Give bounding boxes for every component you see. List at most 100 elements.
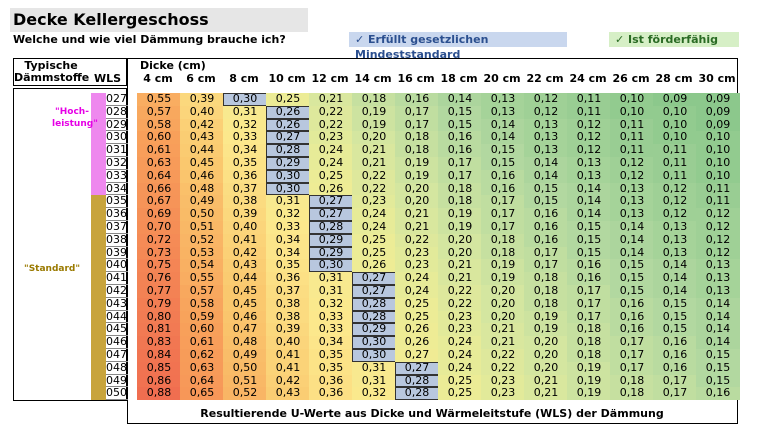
u-value-cell: 0,35 [266,259,310,273]
u-value-cell: 0,61 [180,335,224,349]
u-value-cell: 0,27 [395,348,439,362]
u-value-cell: 0,24 [395,284,439,298]
u-value-cell: 0,29 [266,156,310,170]
u-value-cell: 0,12 [567,143,611,157]
u-value-cell: 0,14 [481,131,525,145]
u-value-cell: 0,27 [352,284,396,298]
u-value-cell: 0,25 [352,233,396,247]
wls-bar-segment [91,208,106,221]
u-value-cell: 0,15 [696,348,740,362]
u-value-cell: 0,15 [481,156,525,170]
u-value-cell: 0,26 [309,182,353,196]
wls-value: 038 [106,232,128,247]
u-value-cell: 0,83 [137,335,181,349]
u-value-cell: 0,18 [567,348,611,362]
u-value-cell: 0,15 [696,361,740,375]
u-value-cell: 0,17 [481,220,525,234]
u-value-cell: 0,13 [610,195,654,209]
u-value-cell: 0,57 [137,105,181,119]
hoch-line2: leistung" [52,119,98,129]
u-value-cell: 0,47 [223,323,267,337]
u-value-cell: 0,13 [653,246,697,260]
u-value-cell: 0,13 [567,156,611,170]
u-value-cell: 0,15 [438,118,482,132]
u-value-cell: 0,10 [610,92,654,106]
u-value-cell: 0,11 [610,131,654,145]
u-value-cell: 0,79 [137,297,181,311]
u-value-cell: 0,53 [180,246,224,260]
u-value-cell: 0,17 [481,207,525,221]
u-value-cell: 0,29 [352,323,396,337]
u-value-cell: 0,19 [395,169,439,183]
legend-foerderfaehig: ✓ Ist förderfähig [609,32,739,47]
u-value-cell: 0,42 [180,118,224,132]
u-value-cell: 0,22 [309,105,353,119]
u-value-cell: 0,32 [352,387,396,401]
u-value-cell: 0,84 [137,348,181,362]
u-value-cell: 0,66 [137,182,181,196]
u-value-cell: 0,29 [309,246,353,260]
u-value-cell: 0,20 [395,195,439,209]
u-value-cell: 0,54 [180,259,224,273]
u-value-cell: 0,57 [180,284,224,298]
u-value-cell: 0,65 [180,387,224,401]
wls-bar-segment [91,259,106,273]
u-value-cell: 0,19 [524,323,568,337]
u-value-cell: 0,17 [610,361,654,375]
u-value-cell: 0,18 [524,284,568,298]
u-value-cell: 0,43 [223,259,267,273]
u-value-cell: 0,60 [137,131,181,145]
u-value-cell: 0,11 [610,143,654,157]
u-value-cell: 0,18 [438,195,482,209]
u-value-cell: 0,76 [137,271,181,285]
u-value-cell: 0,22 [438,297,482,311]
wls-bar-segment [91,246,106,260]
u-value-cell: 0,19 [567,361,611,375]
u-value-cell: 0,45 [180,156,224,170]
wls-value: 047 [106,348,128,362]
u-value-cell: 0,50 [223,361,267,375]
u-value-cell: 0,19 [438,207,482,221]
u-value-cell: 0,36 [309,374,353,388]
u-value-cell: 0,46 [223,310,267,324]
u-value-cell: 0,19 [352,118,396,132]
wls-value: 043 [106,296,128,311]
wls-bar-segment [91,272,106,285]
u-value-cell: 0,17 [610,348,654,362]
u-value-cell: 0,13 [524,118,568,132]
u-value-cell: 0,40 [180,105,224,119]
u-value-cell: 0,19 [567,374,611,388]
u-value-cell: 0,19 [352,105,396,119]
u-value-cell: 0,24 [438,348,482,362]
u-value-cell: 0,14 [610,220,654,234]
u-value-cell: 0,12 [696,233,740,247]
u-value-cell: 0,80 [137,310,181,324]
u-value-cell: 0,14 [653,271,697,285]
u-value-cell: 0,14 [610,246,654,260]
u-value-cell: 0,59 [180,310,224,324]
wls-bar-segment [91,336,106,349]
u-value-cell: 0,15 [567,220,611,234]
u-value-cell: 0,18 [438,182,482,196]
u-value-cell: 0,37 [223,182,267,196]
u-value-cell: 0,12 [696,246,740,260]
u-value-cell: 0,21 [395,207,439,221]
wls-value: 035 [106,194,128,209]
u-value-cell: 0,18 [567,335,611,349]
u-value-cell: 0,21 [395,220,439,234]
u-value-cell: 0,23 [352,195,396,209]
u-value-cell: 0,73 [137,246,181,260]
u-value-cell: 0,19 [438,220,482,234]
u-value-cell: 0,36 [309,387,353,401]
u-value-cell: 0,14 [567,195,611,209]
u-value-cell: 0,14 [567,182,611,196]
u-value-cell: 0,17 [438,169,482,183]
u-value-cell: 0,17 [567,310,611,324]
u-value-cell: 0,61 [137,143,181,157]
wls-value: 042 [106,284,128,298]
wls-value: 027 [106,92,128,106]
u-value-cell: 0,62 [180,348,224,362]
wls-bar-segment [91,361,106,375]
u-value-cell: 0,12 [524,92,568,106]
u-value-cell: 0,18 [610,374,654,388]
